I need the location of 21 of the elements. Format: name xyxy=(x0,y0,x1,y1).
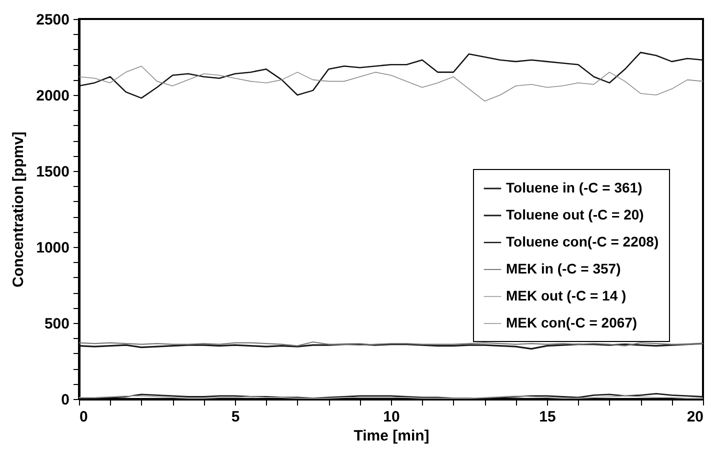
x-tick-label: 10 xyxy=(383,408,400,426)
line-series xyxy=(79,66,703,102)
x-tick-label: 15 xyxy=(539,408,556,426)
y-tick-label: 0 xyxy=(61,392,70,408)
y-tick-label: 500 xyxy=(44,316,70,332)
y-tick-label: 2000 xyxy=(36,88,70,104)
x-axis-title: Time [min] xyxy=(354,428,430,444)
x-tick-label: 5 xyxy=(231,408,240,426)
legend-label: MEK con(-C = 2067) xyxy=(506,314,638,330)
x-tick-label: 20 xyxy=(686,408,704,426)
y-tick-label: 1000 xyxy=(36,240,70,256)
legend-label: Toluene out (-C = 20) xyxy=(506,206,644,222)
legend-label: Toluene in (-C = 361) xyxy=(506,180,642,196)
line-series xyxy=(79,52,703,99)
legend-label: MEK in (-C = 357) xyxy=(506,260,621,276)
legend-label: Toluene con(-C = 2208) xyxy=(506,234,659,250)
y-tick-label: 1500 xyxy=(36,164,70,180)
x-tick-label: 0 xyxy=(80,408,88,426)
y-tick-label: 2500 xyxy=(36,12,70,28)
y-axis-title: Concentration [ppmv] xyxy=(10,132,28,288)
legend-label: MEK out (-C = 14 ) xyxy=(506,288,626,304)
